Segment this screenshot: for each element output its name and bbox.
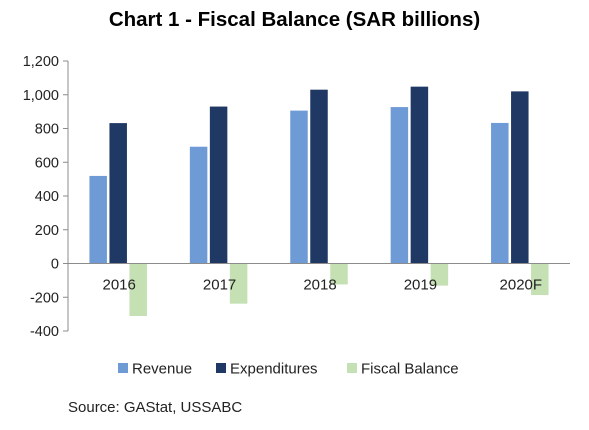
y-tick-label: 400 <box>35 189 59 205</box>
y-tick-label: 0 <box>51 257 59 273</box>
bar-expenditures-2016 <box>109 123 127 264</box>
chart-title: Chart 1 - Fiscal Balance (SAR billions) <box>108 8 481 31</box>
legend-label-fiscal-balance: Fiscal Balance <box>361 361 459 378</box>
y-tick-label: -200 <box>30 290 59 306</box>
bar-revenue-2017 <box>189 146 208 264</box>
y-tick-label: 1,000 <box>23 88 59 104</box>
y-tick-label: 200 <box>35 223 59 239</box>
x-tick-label: 2019 <box>404 277 437 294</box>
bar-revenue-2016 <box>89 175 107 264</box>
x-tick-label: 2017 <box>203 277 236 294</box>
bar-revenue-2019 <box>390 107 409 264</box>
y-tick-label: 600 <box>35 155 59 171</box>
bar-fiscal-balance-2017 <box>229 263 248 304</box>
y-tick-label: 1,200 <box>23 54 59 70</box>
legend-label-expenditures: Expenditures <box>230 361 318 378</box>
bar-revenue-2018 <box>290 110 308 264</box>
legend-label-revenue: Revenue <box>132 361 192 378</box>
legend-swatch-revenue <box>118 363 128 373</box>
x-tick-label: 2020F <box>500 277 543 294</box>
bar-revenue-2020F <box>491 122 509 264</box>
bar-fiscal-balance-2016 <box>129 263 147 316</box>
bar-fiscal-balance-2019 <box>430 263 449 286</box>
x-tick-label: 2018 <box>303 277 336 294</box>
bar-expenditures-2017 <box>209 106 228 264</box>
source-note: Source: GAStat, USSABC <box>68 399 243 416</box>
bar-expenditures-2018 <box>310 89 328 264</box>
bar-fiscal-balance-2018 <box>330 263 348 285</box>
bar-fiscal-balance-2020F <box>531 263 549 296</box>
bar-expenditures-2019 <box>410 86 429 264</box>
x-tick-label: 2016 <box>103 277 136 294</box>
bar-expenditures-2020F <box>511 91 529 264</box>
legend-swatch-expenditures <box>216 363 226 373</box>
y-tick-label: -400 <box>30 324 59 340</box>
y-tick-label: 800 <box>35 122 59 138</box>
legend-swatch-fiscal-balance <box>347 363 357 373</box>
